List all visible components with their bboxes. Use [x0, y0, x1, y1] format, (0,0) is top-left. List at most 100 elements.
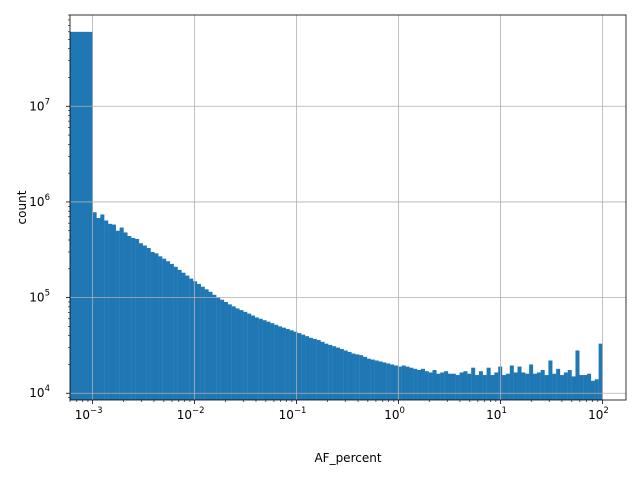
histogram-bar: [108, 223, 113, 400]
histogram-bar: [363, 356, 368, 400]
histogram-bar: [312, 338, 317, 400]
histogram-bar: [482, 375, 487, 400]
histogram-bar: [150, 251, 155, 400]
histogram-bar: [247, 313, 252, 400]
histogram-bars: [70, 31, 603, 401]
histogram-bar: [308, 337, 313, 400]
histogram-bar: [455, 375, 460, 400]
histogram-bar: [227, 304, 232, 400]
histogram-bar: [92, 212, 97, 400]
x-tick-label: 100: [384, 406, 405, 422]
histogram-bar: [135, 238, 140, 400]
histogram-bar: [123, 232, 128, 400]
histogram-bar: [560, 375, 565, 400]
histogram-bar: [463, 371, 468, 400]
histogram-bar: [478, 371, 483, 400]
histogram-bar: [424, 371, 429, 400]
y-tick-label: 105: [29, 289, 50, 305]
histogram-bar: [335, 347, 340, 400]
x-axis-label: AF_percent: [314, 451, 381, 465]
histogram-bar: [104, 220, 109, 400]
histogram-bar: [409, 367, 414, 400]
histogram-bar: [169, 263, 174, 400]
histogram-bar: [378, 361, 383, 400]
histogram-bar: [216, 297, 221, 400]
histogram-bar: [96, 217, 101, 400]
histogram-bar: [266, 321, 271, 400]
histogram-bar: [490, 375, 495, 400]
histogram-bar: [142, 245, 147, 400]
histogram-bar: [193, 281, 198, 400]
histogram-bar: [552, 373, 557, 400]
histogram-bar: [347, 351, 352, 400]
histogram-bar: [274, 324, 279, 400]
histogram-bar: [556, 368, 561, 400]
histogram-bar: [204, 289, 209, 400]
histogram-bar: [177, 269, 182, 400]
histogram-bar: [598, 343, 603, 400]
histogram-bar: [475, 375, 480, 400]
histogram-bar: [517, 366, 522, 400]
histogram-bar: [220, 299, 225, 400]
histogram-bar: [289, 330, 294, 400]
histogram-bar: [196, 283, 201, 400]
histogram-bar: [359, 355, 364, 400]
histogram-bar: [374, 360, 379, 400]
histogram-bar: [390, 364, 395, 400]
x-axis-ticks: 10−3 10−2 10−1 100 101 102: [69, 400, 609, 422]
histogram-bar: [285, 328, 290, 400]
histogram-bar: [166, 261, 171, 400]
histogram-bar: [502, 375, 507, 400]
y-axis-ticks: 104 105 106 107: [29, 14, 70, 400]
histogram-bar: [587, 373, 592, 400]
y-axis-label: count: [15, 190, 29, 224]
histogram-bar: [189, 278, 194, 400]
histogram-bar: [529, 364, 534, 400]
histogram-bar: [366, 358, 371, 400]
histogram-bar: [270, 323, 275, 400]
histogram-bar: [436, 373, 441, 400]
histogram-bar: [428, 372, 433, 400]
histogram-bar: [339, 349, 344, 400]
histogram-bar: [494, 372, 499, 400]
histogram-bar: [451, 373, 456, 400]
x-tick-label: 102: [588, 406, 609, 422]
histogram-bar: [158, 256, 163, 400]
histogram-bar: [258, 318, 263, 400]
histogram-bar: [509, 365, 514, 400]
histogram-bar: [316, 340, 321, 400]
histogram-bar: [131, 237, 136, 400]
x-tick-label: 10−3: [75, 406, 103, 422]
histogram-bar: [320, 341, 325, 400]
histogram-bar: [343, 350, 348, 400]
histogram-bar: [401, 365, 406, 400]
histogram-bar: [100, 214, 105, 400]
histogram-bar: [239, 310, 244, 400]
histogram-bar: [417, 370, 422, 400]
histogram-bar: [536, 372, 541, 400]
histogram-bar: [544, 375, 549, 400]
histogram-bar: [262, 320, 267, 400]
histogram-bar: [278, 326, 283, 400]
histogram-bar: [571, 376, 576, 400]
histogram-bar: [505, 373, 510, 400]
histogram-bar: [173, 266, 178, 400]
histogram-bar: [471, 367, 476, 400]
histogram-bar: [386, 363, 391, 400]
histogram-bar: [590, 380, 595, 400]
histogram-bar: [332, 346, 337, 400]
histogram-bar: [154, 253, 159, 400]
y-tick-label: 106: [29, 193, 50, 209]
histogram-bar: [119, 227, 124, 400]
histogram-bar: [370, 359, 375, 400]
histogram-bar: [382, 362, 387, 400]
histogram-bar: [250, 315, 256, 400]
histogram-bar: [440, 372, 445, 400]
histogram-bar: [200, 286, 205, 400]
histogram-bar: [185, 275, 190, 400]
histogram-bar: [393, 365, 398, 400]
histogram-bar: [567, 370, 572, 400]
histogram-bar: [223, 301, 228, 400]
histogram-bar: [548, 360, 553, 400]
x-tick-label: 10−1: [279, 406, 307, 422]
